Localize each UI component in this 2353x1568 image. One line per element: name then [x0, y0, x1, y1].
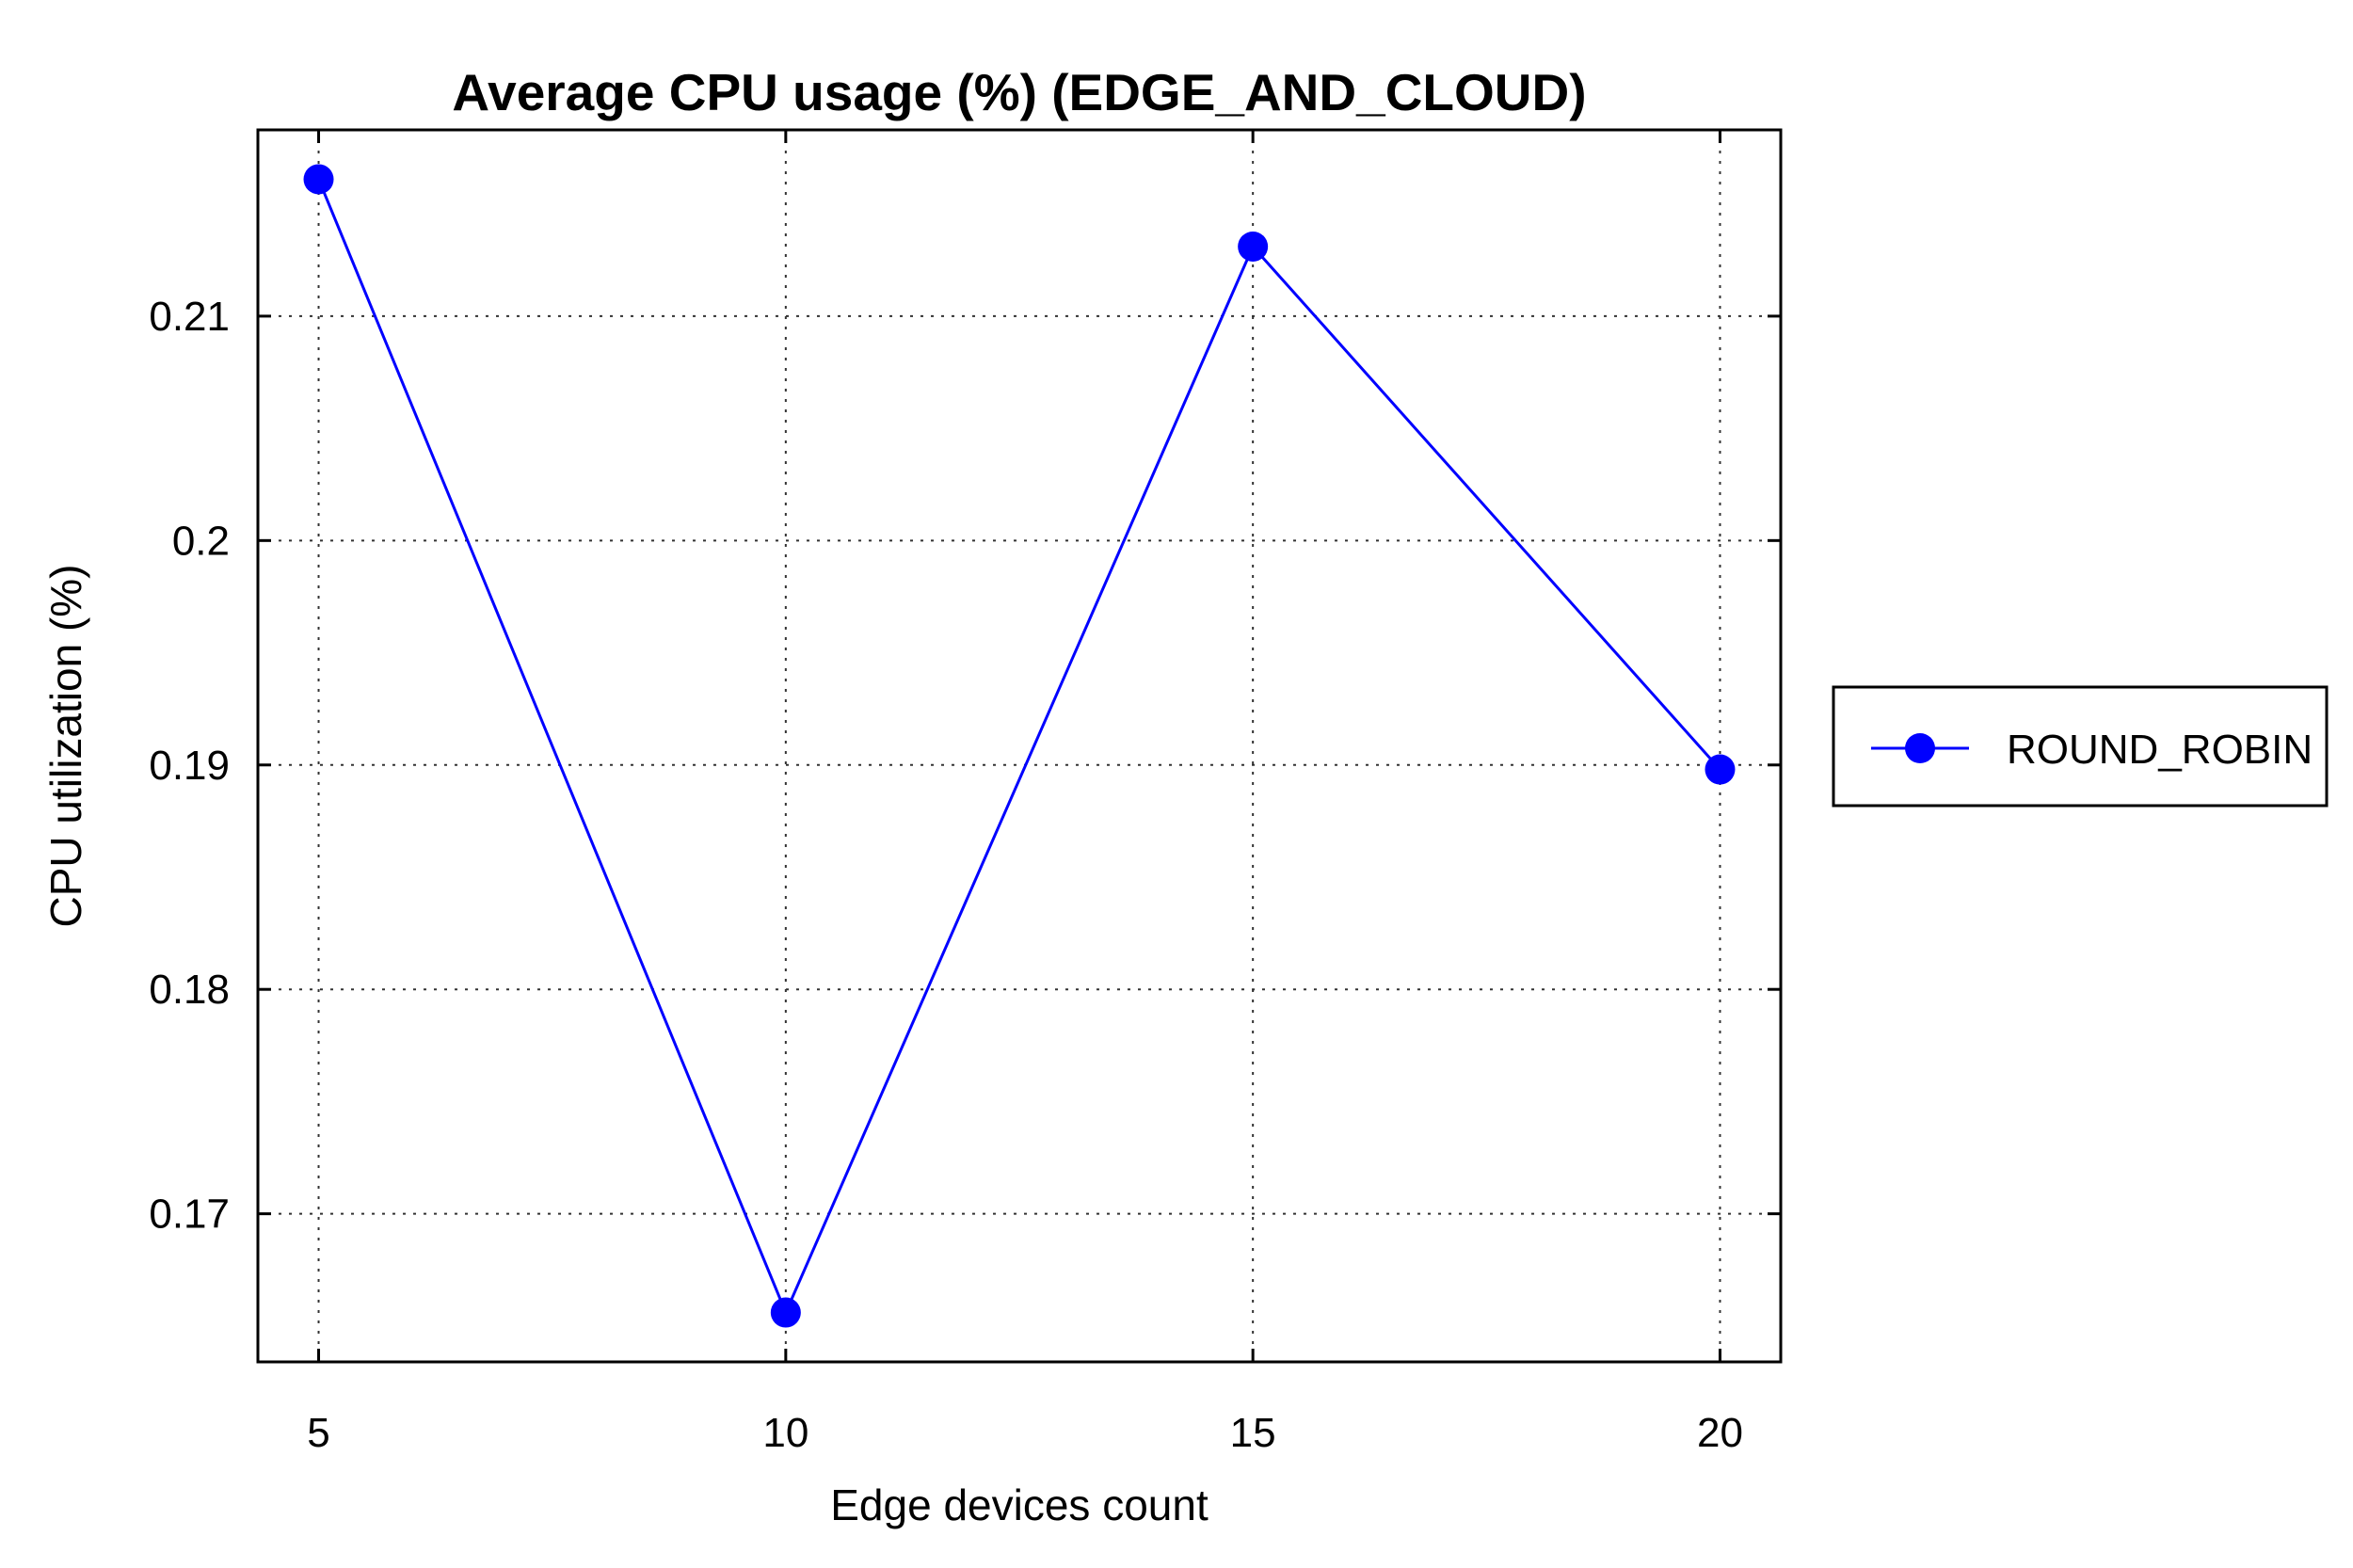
series-line-0: [317, 178, 1721, 1317]
x-axis-label: Edge devices count: [830, 1480, 1209, 1529]
legend: ROUND_ROBIN: [1832, 685, 2329, 808]
chart-title: Average CPU usage (%) (EDGE_AND_CLOUD): [452, 63, 1586, 121]
y-tick-label-0.19: 0.19: [149, 743, 230, 789]
ticks: 5 10 15 20 0.17 0.18 0.19 0.2 0.21: [149, 130, 1781, 1456]
grid: [258, 130, 1781, 1362]
data-point-0-3: [1705, 754, 1736, 785]
y-axis-label: CPU utilization (%): [41, 565, 90, 928]
y-tick-label-0.18: 0.18: [149, 967, 230, 1013]
legend-marker-swatch: [1905, 733, 1935, 763]
data-point-0-0: [303, 164, 334, 195]
y-tick-label-0.17: 0.17: [149, 1192, 230, 1238]
plot-frame: [256, 128, 1783, 1364]
legend-entry-round-robin: ROUND_ROBIN: [2007, 727, 2313, 773]
x-tick-label-10: 10: [762, 1410, 808, 1456]
x-tick-label-5: 5: [307, 1410, 329, 1456]
x-tick-label-15: 15: [1230, 1410, 1276, 1456]
y-tick-label-0.2: 0.2: [172, 518, 230, 564]
data-point-0-1: [770, 1297, 801, 1328]
x-tick-label-20: 20: [1697, 1410, 1743, 1456]
y-tick-label-0.21: 0.21: [149, 294, 230, 340]
series-layer: [303, 164, 1736, 1328]
data-point-0-2: [1238, 231, 1269, 262]
